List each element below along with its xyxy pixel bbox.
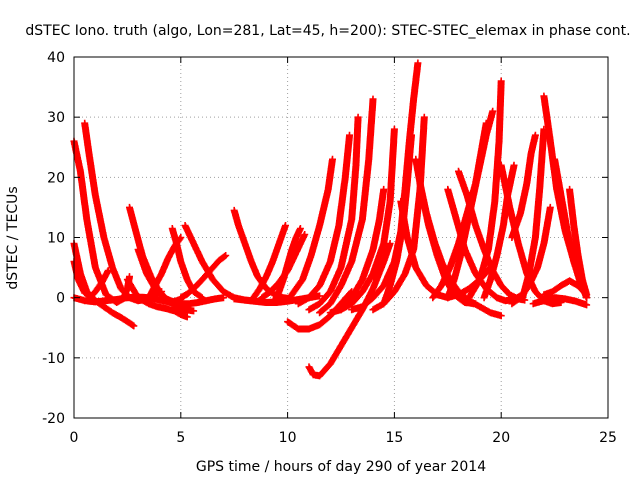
x-tick-label: 5 [176, 430, 185, 446]
y-tick-label: 0 [56, 291, 65, 307]
x-tick-label: 15 [385, 430, 403, 446]
data-point-marks [305, 240, 394, 380]
x-tick-label: 0 [70, 430, 79, 446]
data-series [168, 225, 206, 302]
data-series [540, 277, 591, 299]
data-series [177, 252, 230, 302]
data-point-marks [508, 131, 539, 241]
x-tick-label: 25 [599, 430, 617, 446]
data-point-marks [168, 225, 206, 302]
data-point-marks [305, 113, 362, 314]
data-point-marks [465, 77, 505, 302]
data-series [529, 294, 591, 309]
y-tick-label: -20 [42, 411, 65, 427]
data-series [284, 155, 336, 305]
data-point-marks [337, 125, 398, 314]
data-series [249, 222, 289, 302]
data-series [519, 125, 548, 302]
y-tick-label: 20 [47, 170, 65, 186]
data-point-marks [519, 125, 548, 302]
data-point-marks [271, 225, 304, 305]
data-point-marks [566, 185, 591, 299]
data-point-marks [294, 131, 353, 308]
data-series [465, 77, 505, 302]
data-series [337, 125, 398, 314]
y-tick-label: -10 [42, 351, 65, 367]
y-tick-label: 30 [47, 110, 65, 126]
x-tick-label: 20 [492, 430, 510, 446]
data-point-marks [529, 294, 591, 309]
y-tick-label: 10 [47, 231, 65, 247]
data-series [305, 240, 394, 380]
data-series [316, 95, 377, 317]
x-tick-label: 10 [279, 430, 297, 446]
chart-title: dSTEC Iono. truth (algo, Lon=281, Lat=45… [25, 23, 630, 39]
data-series [271, 225, 304, 305]
data-series [566, 185, 591, 299]
data-point-marks [123, 276, 191, 321]
data-point-marks [444, 185, 527, 305]
y-tick-label: 40 [47, 50, 65, 66]
data-point-marks [284, 155, 336, 305]
data-points [70, 59, 591, 380]
data-series [123, 276, 191, 321]
data-point-marks [540, 277, 591, 299]
data-point-marks [249, 222, 289, 302]
x-axis-label: GPS time / hours of day 290 of year 2014 [196, 459, 486, 475]
axis-ticks: 0 5 10 15 20 25 -20 -10 0 10 20 30 40 [42, 50, 617, 446]
y-axis-label: dSTEC / TECUs [5, 186, 21, 289]
data-series [305, 113, 362, 314]
data-series [294, 131, 353, 308]
data-series [444, 185, 527, 305]
data-point-marks [316, 95, 377, 317]
data-point-marks [177, 252, 230, 302]
data-series [508, 131, 539, 241]
